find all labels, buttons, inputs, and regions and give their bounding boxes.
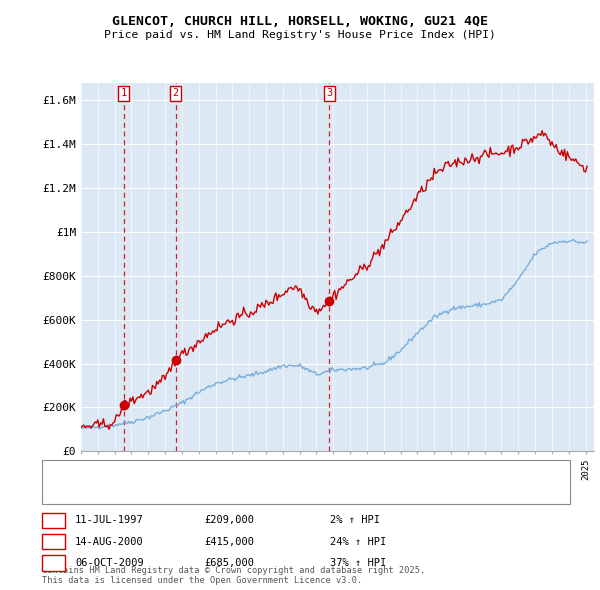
Text: Contains HM Land Registry data © Crown copyright and database right 2025.
This d: Contains HM Land Registry data © Crown c… <box>42 566 425 585</box>
Text: £415,000: £415,000 <box>204 537 254 546</box>
Text: GLENCOT, CHURCH HILL, HORSELL, WOKING, GU21 4QE (detached house): GLENCOT, CHURCH HILL, HORSELL, WOKING, G… <box>81 469 457 478</box>
Text: £685,000: £685,000 <box>204 558 254 568</box>
Text: 1: 1 <box>50 516 56 525</box>
Text: GLENCOT, CHURCH HILL, HORSELL, WOKING, GU21 4QE: GLENCOT, CHURCH HILL, HORSELL, WOKING, G… <box>112 15 488 28</box>
Text: £209,000: £209,000 <box>204 516 254 525</box>
Text: 06-OCT-2009: 06-OCT-2009 <box>75 558 144 568</box>
Text: 1: 1 <box>121 88 127 98</box>
Text: 2: 2 <box>172 88 179 98</box>
Text: 2% ↑ HPI: 2% ↑ HPI <box>330 516 380 525</box>
Text: 3: 3 <box>326 88 332 98</box>
Text: 14-AUG-2000: 14-AUG-2000 <box>75 537 144 546</box>
Text: 24% ↑ HPI: 24% ↑ HPI <box>330 537 386 546</box>
Text: HPI: Average price, detached house, Woking: HPI: Average price, detached house, Woki… <box>81 487 328 496</box>
Text: 2: 2 <box>50 537 56 546</box>
Text: 11-JUL-1997: 11-JUL-1997 <box>75 516 144 525</box>
Text: 3: 3 <box>50 558 56 568</box>
Text: Price paid vs. HM Land Registry's House Price Index (HPI): Price paid vs. HM Land Registry's House … <box>104 30 496 40</box>
Text: 37% ↑ HPI: 37% ↑ HPI <box>330 558 386 568</box>
